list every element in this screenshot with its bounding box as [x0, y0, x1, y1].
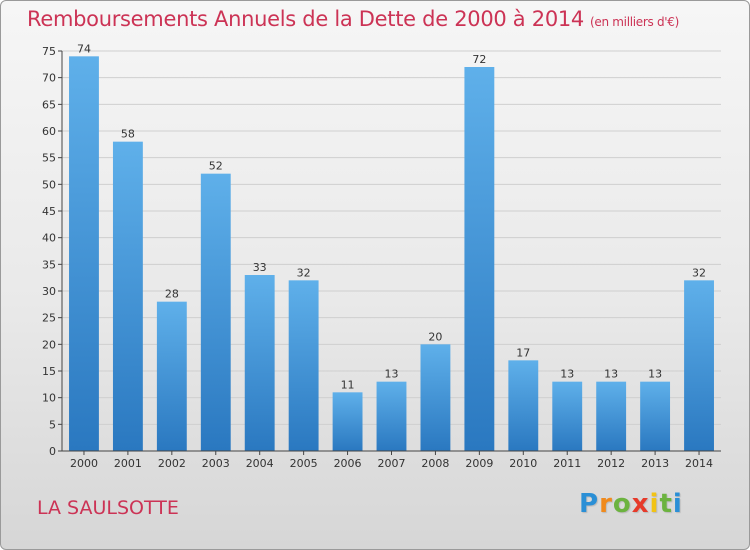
bar-value-label: 28 — [165, 288, 179, 301]
x-tick-label: 2012 — [597, 457, 625, 470]
bar — [69, 56, 99, 451]
y-tick-label: 50 — [42, 178, 56, 191]
logo-letter: i — [649, 489, 660, 519]
y-tick-label: 60 — [42, 125, 56, 138]
bar — [596, 381, 627, 451]
bar — [420, 344, 451, 451]
bar-value-label: 11 — [341, 378, 355, 391]
proxiti-logo: Proxiti — [579, 489, 683, 519]
bar-value-label: 58 — [121, 128, 135, 141]
bar — [552, 381, 583, 451]
y-tick-label: 40 — [42, 232, 56, 245]
bar — [464, 67, 495, 451]
x-tick-label: 2014 — [685, 457, 713, 470]
bar-value-label: 32 — [297, 266, 311, 279]
y-tick-label: 20 — [42, 338, 56, 351]
x-tick-label: 2004 — [246, 457, 274, 470]
y-tick-label: 45 — [42, 205, 56, 218]
y-tick-label: 15 — [42, 365, 56, 378]
bar-value-label: 13 — [385, 368, 399, 381]
bar — [684, 280, 714, 451]
bar — [332, 392, 363, 451]
chart-unit-label: (en milliers d'€) — [590, 15, 680, 29]
bar-value-label: 74 — [77, 42, 91, 55]
x-tick-label: 2005 — [290, 457, 318, 470]
x-tick-label: 2001 — [114, 457, 142, 470]
x-tick-label: 2013 — [641, 457, 669, 470]
y-tick-label: 35 — [42, 258, 56, 271]
logo-letter: i — [672, 489, 683, 519]
logo-letter: x — [631, 489, 650, 519]
y-tick-label: 0 — [49, 445, 56, 458]
bar — [200, 173, 231, 451]
x-tick-label: 2000 — [70, 457, 98, 470]
x-tick-label: 2008 — [421, 457, 449, 470]
logo-letter: r — [599, 489, 613, 519]
bar-value-label: 33 — [253, 261, 267, 274]
chart-title: Remboursements Annuels de la Dette de 20… — [27, 7, 679, 31]
x-tick-label: 2006 — [334, 457, 362, 470]
bar-value-label: 13 — [560, 368, 574, 381]
bar — [288, 280, 319, 451]
bar — [640, 381, 671, 451]
chart-title-text: Remboursements Annuels de la Dette de 20… — [27, 7, 584, 31]
bar-value-label: 17 — [516, 346, 530, 359]
y-tick-label: 55 — [42, 152, 56, 165]
x-tick-label: 2010 — [509, 457, 537, 470]
y-tick-label: 5 — [49, 418, 56, 431]
y-tick-label: 30 — [42, 285, 56, 298]
bar-value-label: 20 — [428, 330, 442, 343]
bar — [244, 275, 275, 451]
bar — [112, 141, 143, 451]
bar — [376, 381, 407, 451]
logo-letter: t — [659, 489, 673, 519]
x-tick-label: 2002 — [158, 457, 186, 470]
bar — [508, 360, 539, 451]
bars — [69, 56, 714, 451]
y-tick-label: 70 — [42, 72, 56, 85]
y-tick-label: 65 — [42, 98, 56, 111]
bar-value-label: 13 — [648, 368, 662, 381]
data-labels: 74 58 28 52 33 32 11 13 20 72 17 13 13 13 32 — [77, 42, 706, 391]
bar-value-label: 32 — [692, 266, 706, 279]
x-tick-label: 2009 — [465, 457, 493, 470]
bar-value-label: 13 — [604, 368, 618, 381]
y-tick-label: 75 — [42, 45, 56, 58]
logo-letter: P — [579, 489, 600, 519]
bar — [156, 301, 187, 451]
x-tick-label: 2007 — [378, 457, 406, 470]
x-tick-label: 2003 — [202, 457, 230, 470]
bar-value-label: 52 — [209, 160, 223, 173]
x-tick-label: 2011 — [553, 457, 581, 470]
commune-name: LA SAULSOTTE — [37, 497, 179, 519]
axes: 0 5 10 15 20 25 30 35 40 45 50 55 60 65 70 75 2000 2001 20… — [42, 45, 721, 470]
y-tick-label: 10 — [42, 392, 56, 405]
bar-value-label: 72 — [472, 53, 486, 66]
y-tick-label: 25 — [42, 312, 56, 325]
logo-letter: o — [612, 489, 632, 519]
